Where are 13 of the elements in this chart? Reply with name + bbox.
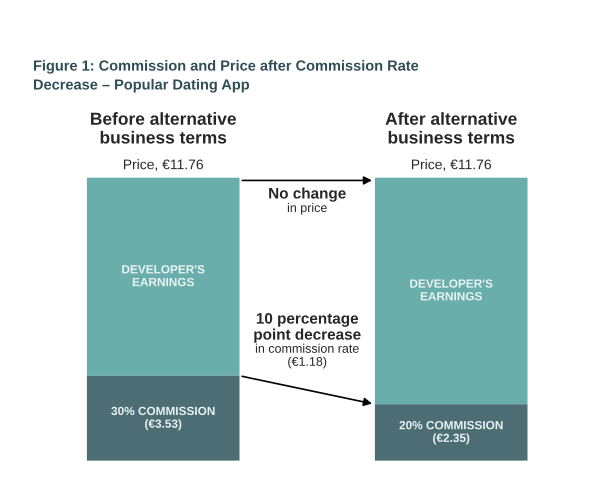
annotation: in price (288, 202, 327, 215)
x-tick-label: After alternative business terms (386, 112, 517, 144)
x-tick-label: Before alternative business terms (91, 112, 236, 144)
data-label: 30% COMMISSION (€3.53) (111, 406, 215, 430)
chart-title: Figure 1: Commission and Price after Commission Rate Decrease – Popular Dating App (34, 60, 418, 93)
total-label: Price, €11.76 (412, 159, 491, 171)
annotation: in commission rate (€1.18) (256, 344, 359, 368)
data-label: 20% COMMISSION (€2.35) (399, 420, 503, 444)
data-label: DEVELOPER'S EARNINGS (410, 279, 492, 300)
annotation: 10 percentage point decrease (254, 312, 361, 343)
data-label: DEVELOPER'S EARNINGS (122, 265, 204, 286)
total-label: Price, €11.76 (124, 159, 203, 171)
annotation: No change (269, 187, 346, 202)
